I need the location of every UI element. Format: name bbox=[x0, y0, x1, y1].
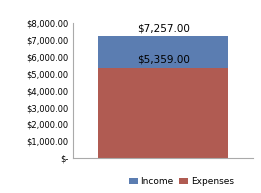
Legend: Income, Expenses: Income, Expenses bbox=[125, 174, 237, 190]
Bar bbox=[98, 36, 228, 68]
Text: $5,359.00: $5,359.00 bbox=[137, 54, 189, 64]
Text: $7,257.00: $7,257.00 bbox=[137, 24, 189, 34]
Bar bbox=[98, 68, 228, 158]
